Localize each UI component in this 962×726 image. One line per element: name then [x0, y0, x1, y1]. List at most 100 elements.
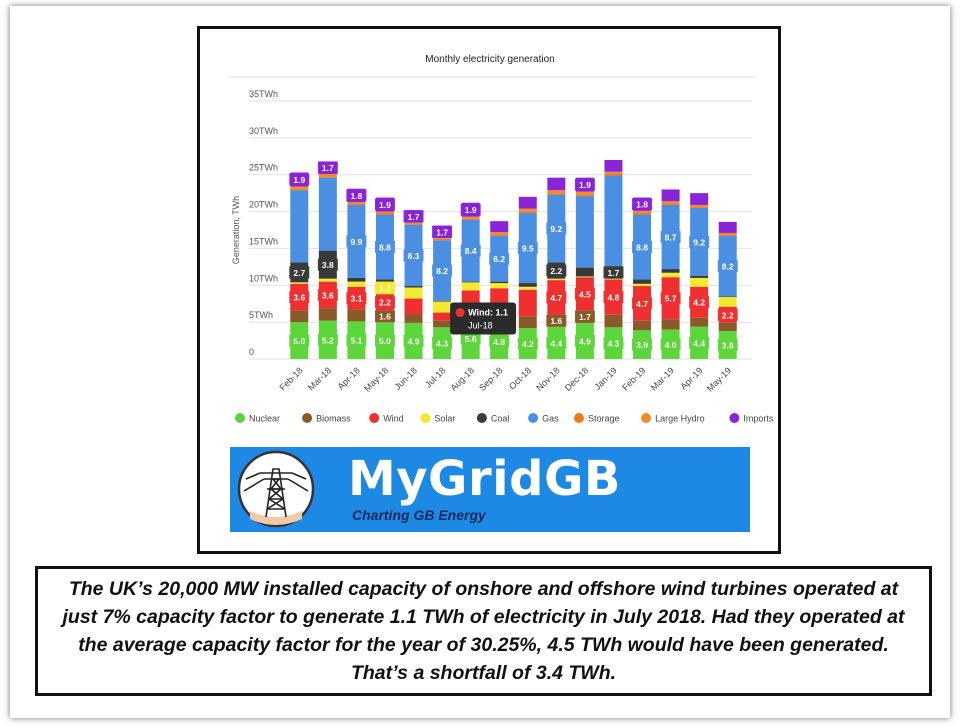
- bar-segment: [404, 286, 423, 288]
- data-label-bg: [374, 198, 395, 211]
- data-label: 1.9: [379, 200, 391, 210]
- y-tick-label: 10TWh: [249, 273, 278, 283]
- data-label: 6.2: [493, 254, 505, 264]
- bar-segment: [290, 310, 309, 323]
- bar-segment: [461, 282, 480, 291]
- data-label-bg: [432, 264, 453, 277]
- data-label-bg: [317, 333, 338, 346]
- data-label: 4.4: [550, 338, 562, 348]
- data-label-bg: [632, 297, 653, 310]
- x-tick-label: May-18: [362, 365, 390, 393]
- x-tick-label: Apr-19: [678, 365, 704, 391]
- data-label: 1.6: [550, 316, 562, 326]
- data-label-bg: [460, 244, 481, 257]
- bar-segment: [518, 211, 537, 214]
- bar-segment: [318, 177, 337, 251]
- data-label: 4.8: [493, 337, 505, 347]
- data-label: 8.8: [636, 242, 648, 252]
- bar-segment: [575, 267, 594, 277]
- x-tick-label: Dec-18: [563, 365, 591, 393]
- data-label: 1.7: [579, 312, 591, 322]
- data-label: 5.2: [322, 335, 334, 345]
- data-label: 9.9: [350, 237, 362, 247]
- x-tick-label: Oct-18: [507, 365, 533, 391]
- legend-marker-icon: [476, 413, 487, 423]
- legend-marker-icon: [235, 413, 245, 423]
- pylon-logo-icon: [237, 450, 315, 528]
- y-axis-label: Generation, TWh: [231, 196, 241, 264]
- data-label: 4.9: [579, 336, 591, 346]
- data-label: 5.0: [293, 336, 305, 346]
- data-label-bg: [689, 336, 710, 349]
- x-tick-label: Jun-18: [392, 365, 419, 392]
- data-label-bg: [289, 334, 310, 347]
- legend-marker-icon: [729, 413, 740, 423]
- data-label-bg: [689, 296, 710, 309]
- x-tick-label: Feb-19: [620, 365, 647, 392]
- data-label-bg: [289, 291, 310, 304]
- data-label-bg: [403, 334, 424, 347]
- bar-segment: [490, 283, 509, 289]
- data-label: 4.3: [436, 339, 448, 349]
- bar-segment: [518, 196, 537, 209]
- data-label-bg: [717, 260, 738, 273]
- bar-segment: [604, 175, 623, 267]
- caption-text: The UK’s 20,000 MW installed capacity of…: [35, 566, 932, 696]
- data-label-bg: [317, 161, 338, 174]
- bar-segment: [433, 320, 452, 328]
- bar-segment: [347, 281, 366, 287]
- bar-segment: [375, 213, 394, 215]
- tooltip-marker-icon: [455, 308, 465, 318]
- data-label: 1.8: [636, 200, 648, 210]
- y-tick-label: 35TWh: [249, 89, 278, 99]
- bar-segment: [433, 238, 452, 241]
- bar-segment: [661, 272, 680, 278]
- bar-segment: [718, 296, 737, 298]
- chart-title: Monthly electricity generation: [425, 54, 555, 65]
- bar-segment: [433, 301, 452, 313]
- data-label: 8.4: [465, 246, 477, 256]
- bar-segment: [490, 221, 509, 233]
- x-tick-label: Nov-18: [534, 365, 562, 393]
- data-label-bg: [489, 335, 510, 348]
- bar-segment: [604, 314, 623, 328]
- tooltip-box: [450, 302, 517, 335]
- bar-segment: [318, 173, 337, 177]
- legend-label: Nuclear: [249, 414, 280, 424]
- data-label-bg: [660, 338, 681, 351]
- data-label: 3.8: [722, 340, 734, 350]
- bar-segment: [290, 188, 309, 191]
- x-tick-label: Mar-19: [649, 365, 676, 392]
- y-tick-label: 5TWh: [249, 310, 273, 320]
- bar-segment: [690, 206, 709, 208]
- data-label-bg: [460, 203, 481, 216]
- bar-segment: [318, 176, 337, 178]
- bar-segment: [547, 278, 566, 281]
- bar-segment: [518, 283, 537, 287]
- bar-segment: [575, 196, 594, 268]
- data-label: 4.8: [608, 293, 620, 303]
- bar-segment: [347, 201, 366, 204]
- legend-label: Solar: [434, 414, 455, 424]
- bar-segment: [575, 194, 594, 197]
- tooltip-line2: Jul-18: [468, 321, 493, 331]
- data-label: 4.2: [693, 298, 705, 308]
- bar-segment: [661, 189, 680, 202]
- data-label: 4.9: [408, 336, 420, 346]
- bar-segment: [404, 314, 423, 323]
- bar-segment: [290, 186, 309, 189]
- data-label-bg: [574, 334, 595, 347]
- legend-marker-icon: [574, 413, 584, 423]
- data-label-bg: [517, 337, 538, 350]
- tooltip-line1: Wind: 1.1: [468, 308, 508, 318]
- legend-label: Wind: [383, 414, 404, 424]
- data-label-bg: [317, 258, 338, 271]
- bar-segment: [661, 319, 680, 330]
- data-label: 4.2: [522, 339, 534, 349]
- legend-marker-icon: [302, 413, 313, 423]
- data-label: 1.7: [408, 212, 420, 222]
- data-label: 2.7: [293, 268, 305, 278]
- bar-segment: [518, 208, 537, 212]
- data-label: 8.3: [408, 251, 420, 261]
- data-label: 3.8: [322, 260, 334, 270]
